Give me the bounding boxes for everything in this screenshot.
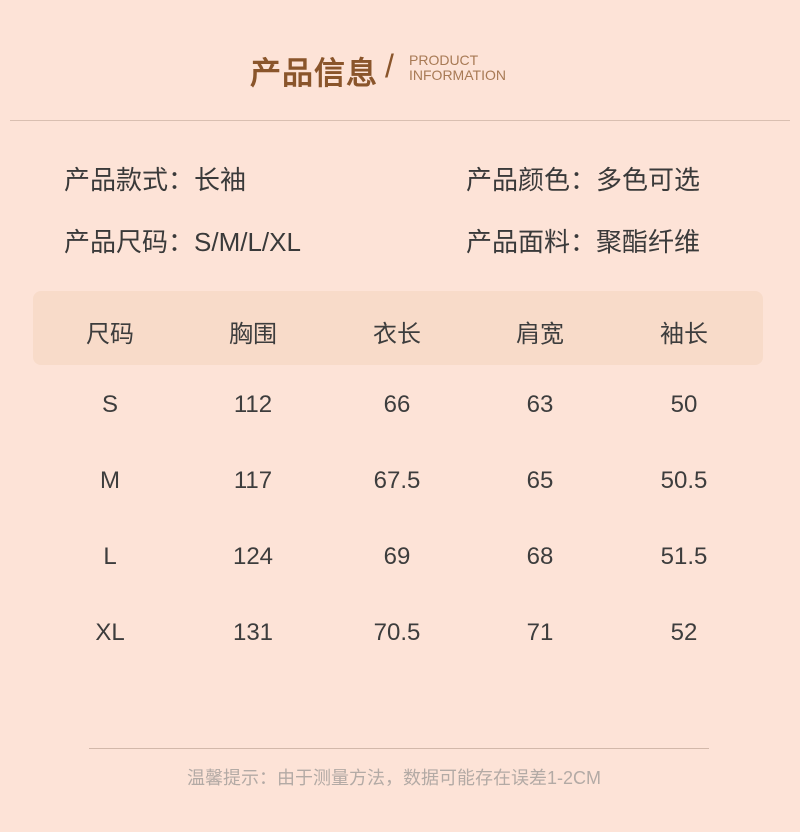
table-cell: S bbox=[101, 391, 118, 418]
info-fabric: 产品面料：聚酯纤维 bbox=[466, 222, 700, 259]
table-cell: 51.5 bbox=[660, 543, 708, 570]
divider bbox=[10, 120, 790, 121]
table-cell: M bbox=[100, 467, 120, 494]
subtitle-line2: INFORMATION bbox=[409, 67, 506, 83]
info-label: 产品尺码： bbox=[64, 227, 195, 257]
title-separator: / bbox=[385, 48, 394, 84]
info-label: 产品颜色： bbox=[466, 165, 597, 195]
info-label: 产品面料： bbox=[466, 227, 597, 257]
info-value: 多色可选 bbox=[596, 165, 701, 195]
table-cell: 65 bbox=[526, 467, 554, 494]
size-table-header bbox=[33, 291, 763, 365]
table-cell: 124 bbox=[232, 543, 274, 570]
table-cell: 50 bbox=[670, 391, 698, 418]
table-cell: 63 bbox=[526, 391, 554, 418]
table-cell: L bbox=[103, 543, 117, 570]
page-title: 产品信息 bbox=[250, 56, 378, 91]
table-cell: 112 bbox=[233, 391, 273, 418]
info-value: 聚酯纤维 bbox=[596, 227, 701, 257]
footer-note: 温馨提示：由于测量方法，数据可能存在误差1-2CM bbox=[186, 768, 601, 788]
table-header-cell: 肩宽 bbox=[516, 321, 564, 348]
table-header-cell: 胸围 bbox=[229, 321, 277, 348]
table-cell: 117 bbox=[233, 467, 273, 494]
page-subtitle: PRODUCT INFORMATION bbox=[409, 53, 506, 83]
table-cell: 131 bbox=[232, 619, 274, 646]
table-cell: 71 bbox=[526, 619, 554, 646]
subtitle-line1: PRODUCT bbox=[409, 52, 479, 68]
table-cell: XL bbox=[95, 619, 125, 646]
info-value: 长袖 bbox=[194, 165, 247, 195]
table-cell: 50.5 bbox=[660, 467, 708, 494]
table-header-cell: 衣长 bbox=[373, 321, 421, 348]
table-cell: 52 bbox=[670, 619, 698, 646]
table-cell: 69 bbox=[383, 543, 411, 570]
table-header-cell: 袖长 bbox=[660, 321, 708, 348]
info-label: 产品款式： bbox=[64, 165, 195, 195]
footer-divider bbox=[89, 748, 709, 749]
table-cell: 66 bbox=[383, 391, 411, 418]
table-cell: 68 bbox=[526, 543, 554, 570]
table-cell: 67.5 bbox=[373, 467, 421, 494]
info-size: 产品尺码：S/M/L/XL bbox=[64, 222, 301, 259]
table-cell: 70.5 bbox=[373, 619, 421, 646]
table-header-cell: 尺码 bbox=[86, 321, 134, 348]
info-value: S/M/L/XL bbox=[194, 227, 301, 257]
info-style: 产品款式：长袖 bbox=[64, 160, 246, 197]
info-color: 产品颜色：多色可选 bbox=[466, 160, 700, 197]
